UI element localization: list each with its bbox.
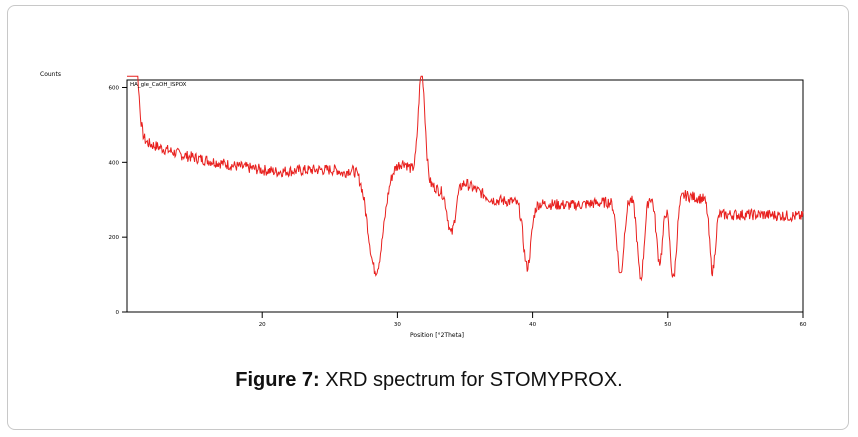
- y-tick-label: 200: [109, 235, 120, 241]
- y-tick-label: 600: [109, 85, 120, 91]
- x-tick-label: 40: [529, 322, 536, 328]
- caption-label: Figure 7:: [235, 369, 320, 391]
- x-axis-label: Position [°2Theta]: [410, 332, 464, 339]
- y-tick-label: 400: [109, 160, 120, 166]
- y-axis-label: Counts: [40, 71, 61, 78]
- figure-caption: Figure 7: XRD spectrum for STOMYPROX.: [0, 369, 858, 392]
- x-tick-label: 50: [664, 322, 671, 328]
- series-group: [127, 75, 804, 282]
- x-tick-label: 30: [394, 322, 401, 328]
- plot-border: [126, 79, 804, 313]
- caption-text: XRD spectrum for STOMYPROX.: [319, 369, 623, 391]
- y-tick-label: 0: [116, 310, 120, 316]
- figure-frame: [7, 5, 849, 430]
- xrd-series-line: [127, 75, 804, 282]
- x-tick-label: 60: [800, 322, 807, 328]
- x-tick-label: 20: [259, 322, 266, 328]
- chart-axes: [126, 79, 804, 313]
- chart-ticks: 0 200 400 600 20 30 40 50 60: [109, 85, 807, 328]
- series-label: HA_gle_CaOH_ISPOX: [130, 82, 187, 88]
